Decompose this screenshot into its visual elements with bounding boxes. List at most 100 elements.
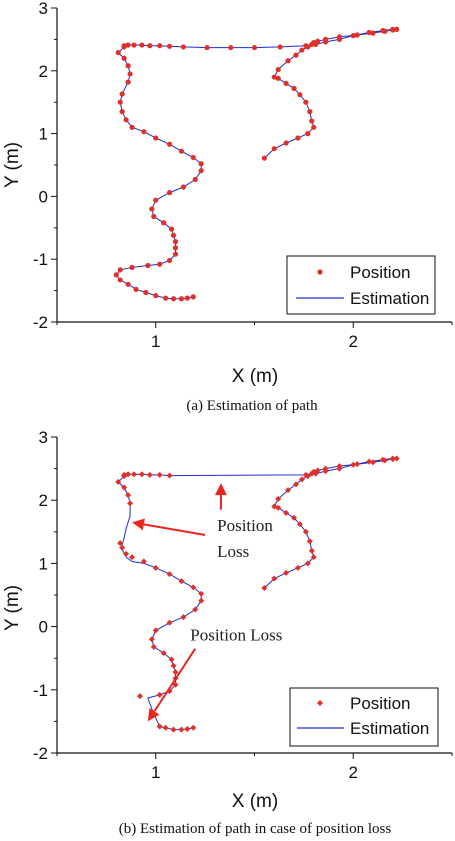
position-point xyxy=(302,528,309,535)
position-point xyxy=(293,52,299,58)
y-tick-label: 3 xyxy=(39,428,48,447)
position-point xyxy=(307,109,313,115)
position-point xyxy=(370,30,376,36)
position-point xyxy=(304,473,311,480)
annotation-arrow-head xyxy=(147,708,160,722)
position-point xyxy=(121,55,127,61)
legend-box xyxy=(286,255,436,315)
position-point xyxy=(166,571,173,578)
position-point xyxy=(119,544,126,551)
position-point xyxy=(148,636,155,643)
x-tick-label: 2 xyxy=(349,763,358,782)
position-point xyxy=(292,481,299,488)
position-point xyxy=(336,465,343,472)
position-point xyxy=(131,42,137,48)
position-point xyxy=(153,293,159,299)
position-point xyxy=(117,267,123,273)
position-point xyxy=(295,135,301,141)
legend-box xyxy=(289,687,439,747)
y-tick-label: 1 xyxy=(39,125,48,144)
y-tick-label: 2 xyxy=(39,491,48,510)
position-point xyxy=(198,597,205,604)
position-point xyxy=(156,471,163,478)
position-point xyxy=(147,43,153,49)
position-point xyxy=(166,190,173,196)
y-tick-label: -2 xyxy=(33,744,48,763)
position-point xyxy=(152,564,159,571)
annotation-arrow-shaft xyxy=(143,523,206,536)
position-point xyxy=(178,726,185,733)
position-point xyxy=(190,294,196,300)
annotation-text: Loss xyxy=(217,542,249,561)
position-point xyxy=(129,124,135,130)
panel-a-chart: -2 -1 0 1 2 3 1 2 X (m) Y (m) (a) Estimation of… xyxy=(2,0,453,414)
x-tick-label: 1 xyxy=(151,763,160,782)
y-tick-label: 0 xyxy=(39,618,48,637)
position-point xyxy=(138,471,145,478)
position-point xyxy=(141,129,147,135)
position-point xyxy=(305,131,311,137)
y-tick-label: 3 xyxy=(39,0,48,18)
position-point xyxy=(261,155,267,161)
position-point xyxy=(393,455,400,462)
position-point xyxy=(119,109,125,115)
position-point xyxy=(145,262,151,269)
position-point xyxy=(366,458,373,465)
position-point xyxy=(294,564,301,571)
position-point xyxy=(283,140,289,146)
position-point xyxy=(285,487,292,494)
position-point xyxy=(354,32,360,38)
position-point xyxy=(125,281,131,287)
position-point xyxy=(380,28,386,34)
position-point xyxy=(313,41,319,48)
position-point xyxy=(314,467,321,474)
position-point xyxy=(161,220,167,226)
position-point xyxy=(180,614,187,621)
position-point xyxy=(228,44,234,51)
position-point xyxy=(170,232,177,238)
position-point xyxy=(125,63,131,69)
position-point xyxy=(354,461,361,468)
position-point xyxy=(168,226,175,232)
position-point xyxy=(113,272,119,278)
y-axis-label: Y (m) xyxy=(2,585,23,631)
position-point xyxy=(291,85,297,91)
position-point xyxy=(296,521,303,528)
position-point xyxy=(115,478,122,485)
position-point xyxy=(149,206,155,212)
position-point xyxy=(366,29,372,36)
position-point xyxy=(178,578,185,585)
position-point xyxy=(125,492,132,499)
position-point xyxy=(129,264,135,270)
position-point xyxy=(285,58,291,64)
position-point xyxy=(178,148,185,154)
position-point xyxy=(127,500,134,507)
position-point xyxy=(310,554,317,561)
x-tick-label: 1 xyxy=(151,332,160,351)
position-point xyxy=(198,168,204,174)
legend-position-label: Position xyxy=(350,263,410,282)
position-point xyxy=(117,277,123,283)
position-point xyxy=(309,118,315,124)
position-point xyxy=(299,47,305,53)
position-point xyxy=(150,643,157,650)
position-point xyxy=(119,91,125,97)
position-point xyxy=(350,461,357,468)
position-point xyxy=(129,554,136,561)
position-point xyxy=(291,514,297,521)
position-point xyxy=(140,558,147,565)
position-point xyxy=(271,575,278,582)
position-point xyxy=(125,42,131,48)
position-point xyxy=(184,725,191,732)
position-point xyxy=(153,135,159,141)
panel-b-plot: -2 -1 0 1 2 3 1 2 Position Loss Position Loss xyxy=(33,428,453,782)
position-point xyxy=(297,92,303,98)
position-point xyxy=(166,257,173,264)
y-tick-label: 0 xyxy=(39,187,48,206)
position-point xyxy=(151,213,157,220)
position-point xyxy=(152,627,159,634)
position-point xyxy=(170,726,177,733)
position-point xyxy=(190,154,196,161)
position-point xyxy=(160,650,167,657)
position-point xyxy=(133,286,139,292)
